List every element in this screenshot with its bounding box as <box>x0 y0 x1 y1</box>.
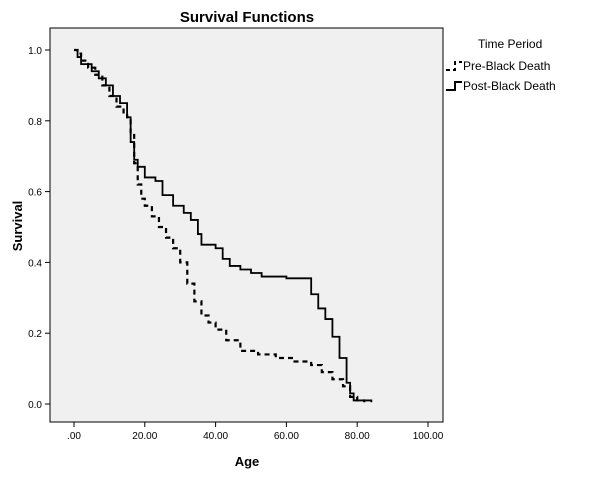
x-tick-label: 20.00 <box>132 431 157 442</box>
y-tick-label: 0.2 <box>28 329 42 340</box>
y-tick-label: 0.6 <box>28 188 42 199</box>
legend-label: Post-Black Death <box>463 79 556 93</box>
x-tick-label: 100.00 <box>413 431 444 442</box>
x-tick-label: 40.00 <box>203 431 228 442</box>
plot-area <box>49 27 444 423</box>
y-tick-label: 1.0 <box>28 46 42 57</box>
x-axis-label: Age <box>235 454 260 469</box>
x-tick-label: .00 <box>67 431 81 442</box>
y-axis: 0.0 0.2 0.4 0.6 0.8 1.0 <box>28 46 50 411</box>
chart-title: Survival Functions <box>180 9 314 26</box>
legend-symbol <box>446 81 462 91</box>
x-tick-label: 80.00 <box>345 431 370 442</box>
y-tick-label: 0.0 <box>28 400 42 411</box>
series-layer <box>74 48 373 403</box>
legend-title: Time Period <box>478 37 542 51</box>
series-line-post-black-death <box>74 49 373 403</box>
x-tick-label: 60.00 <box>274 431 299 442</box>
y-tick-label: 0.4 <box>28 258 42 269</box>
legend: Time Period Pre-Black Death Post-Black De… <box>446 37 556 93</box>
x-axis: .00 20.00 40.00 60.00 80.00 100.00 <box>67 422 444 442</box>
legend-label: Pre-Black Death <box>463 59 550 73</box>
y-axis-label: Survival <box>10 201 25 252</box>
series-line-pre-black-death <box>74 48 366 403</box>
y-tick-label: 0.8 <box>28 117 42 128</box>
legend-symbol <box>446 61 462 71</box>
